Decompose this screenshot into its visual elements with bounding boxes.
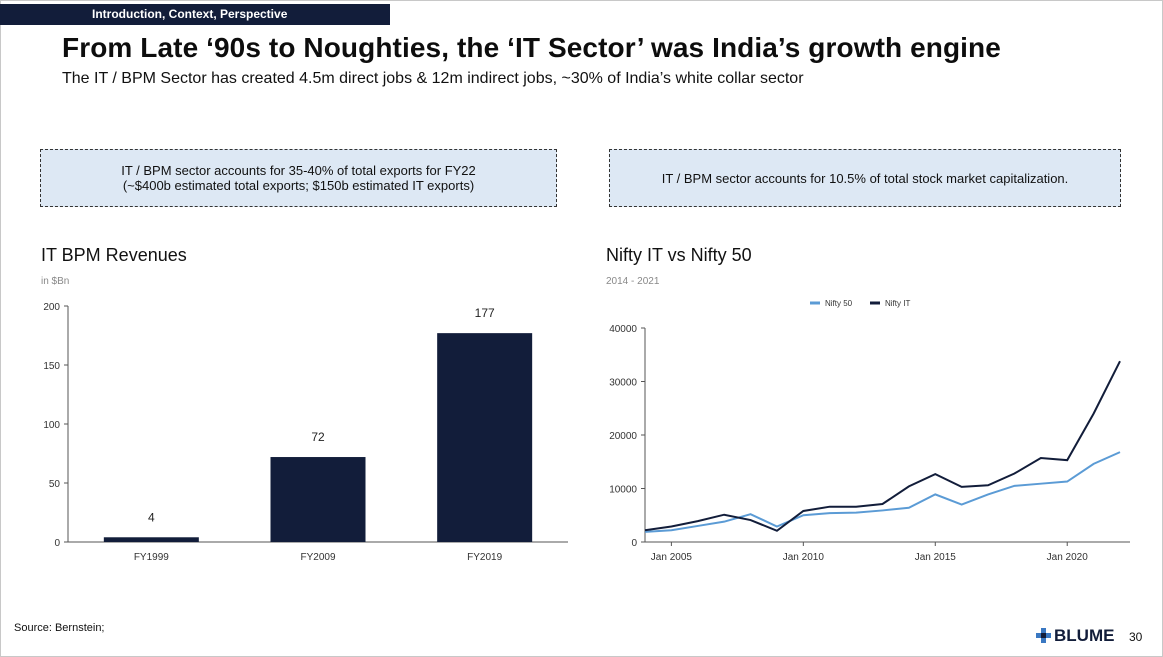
bar-y-tick-label: 0 xyxy=(54,538,60,549)
page-subtitle: The IT / BPM Sector has created 4.5m dir… xyxy=(62,70,804,87)
line-chart-subtitle: 2014 - 2021 xyxy=(606,276,660,287)
bar xyxy=(270,457,366,542)
market-cap-callout: IT / BPM sector accounts for 10.5% of to… xyxy=(609,149,1121,207)
line-y-tick-label: 0 xyxy=(631,538,637,549)
bar-chart-subtitle: in $Bn xyxy=(41,276,70,287)
line-x-tick-label: Jan 2020 xyxy=(1047,552,1089,563)
page-title: From Late ‘90s to Noughties, the ‘IT Sec… xyxy=(62,32,1001,63)
exports-callout-line1: IT / BPM sector accounts for 35-40% of t… xyxy=(121,163,476,178)
line-x-tick-label: Jan 2005 xyxy=(651,552,693,563)
line-y-tick-label: 20000 xyxy=(609,431,637,442)
line-x-tick-label: Jan 2010 xyxy=(783,552,825,563)
exports-callout-line2: (~$400b estimated total exports; $150b e… xyxy=(122,178,475,193)
bar-y-tick-label: 100 xyxy=(43,420,60,431)
blume-logo: BLUME xyxy=(1036,626,1114,646)
line-chart: 0 10000 20000 30000 40000 Jan 2005 Jan 2010 Jan… xyxy=(609,299,1130,563)
line-chart-title: Nifty IT vs Nifty 50 xyxy=(606,245,752,265)
line-y-tick-label: 10000 xyxy=(609,485,637,496)
page-number: 30 xyxy=(1129,630,1143,644)
bar-x-tick-label: FY2009 xyxy=(300,552,335,563)
bar-data-label: 72 xyxy=(311,430,325,444)
exports-callout: IT / BPM sector accounts for 35-40% of t… xyxy=(40,149,557,207)
bar-chart-title: IT BPM Revenues xyxy=(41,245,187,265)
bar-data-label: 177 xyxy=(475,306,495,320)
bar-y-tick-label: 50 xyxy=(49,479,61,490)
market-cap-callout-text: IT / BPM sector accounts for 10.5% of to… xyxy=(661,170,1069,186)
line-x-tick-label: Jan 2015 xyxy=(915,552,957,563)
blume-logo-text: BLUME xyxy=(1054,626,1115,645)
source-note: Source: Bernstein; xyxy=(14,622,105,634)
bar-x-tick-label: FY2019 xyxy=(467,552,502,563)
bar-y-tick-label: 200 xyxy=(43,302,60,313)
bar-y-tick-label: 150 xyxy=(43,361,60,372)
section-tag: Introduction, Context, Perspective xyxy=(0,4,390,25)
bar-x-tick-label: FY1999 xyxy=(134,552,169,563)
series-line-nifty-50 xyxy=(644,451,1121,533)
bar xyxy=(103,537,199,542)
bar-data-label: 4 xyxy=(148,510,155,524)
legend-label: Nifty IT xyxy=(885,299,910,308)
legend-label: Nifty 50 xyxy=(825,299,853,308)
series-line-nifty-it xyxy=(644,360,1121,532)
line-y-tick-label: 40000 xyxy=(609,324,637,335)
line-y-tick-label: 30000 xyxy=(609,378,637,389)
bar xyxy=(437,333,533,542)
blume-logo-icon xyxy=(1036,628,1051,643)
bar-chart: 0 50 100 150 200 4 FY1999 72 FY2009 177 FY2019 xyxy=(43,302,568,563)
